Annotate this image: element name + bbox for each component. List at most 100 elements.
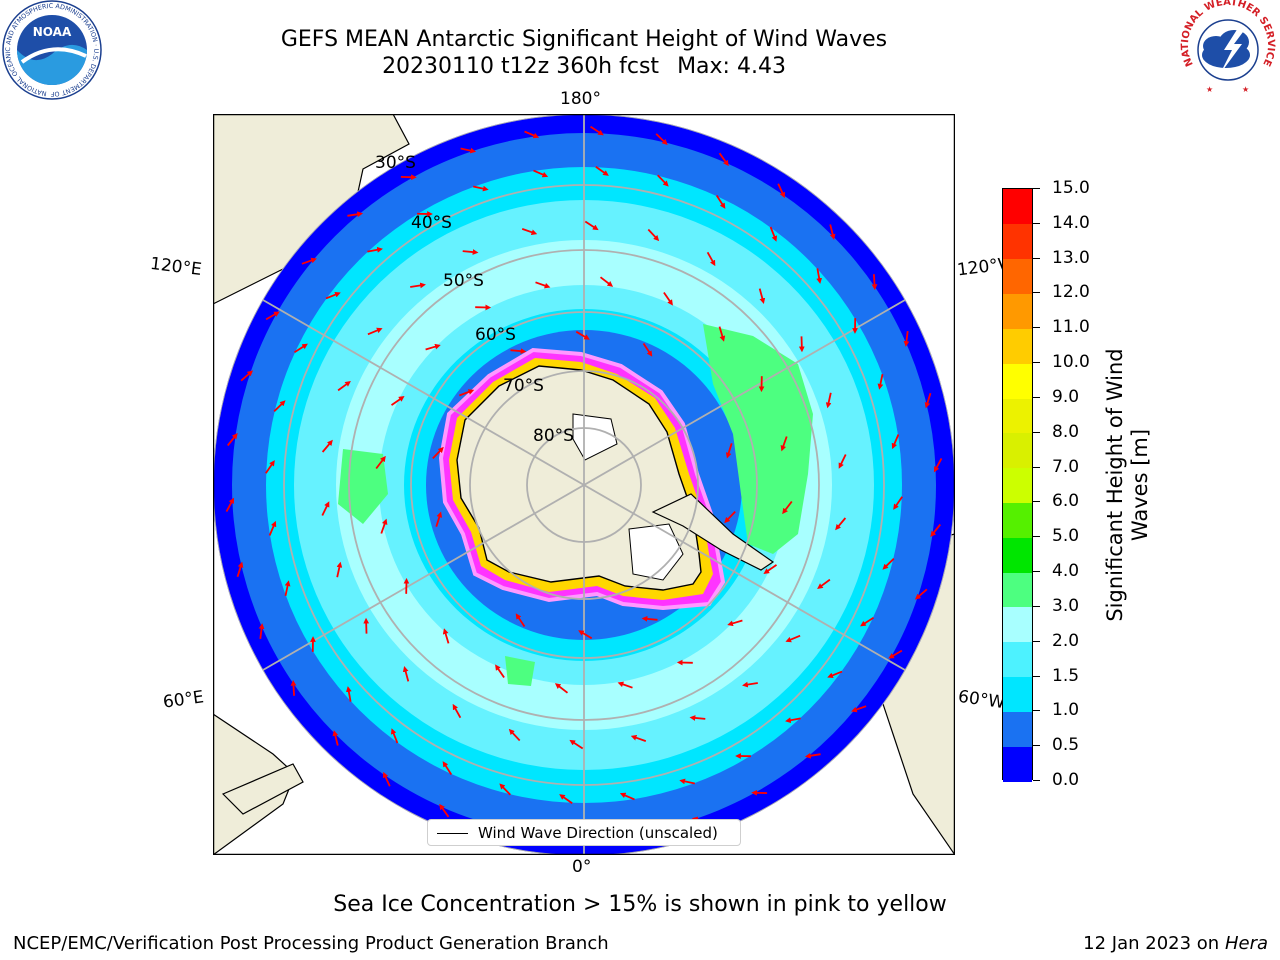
wave-direction-arrow — [462, 249, 479, 255]
wave-direction-arrow — [367, 327, 383, 336]
wave-direction-arrow — [715, 195, 726, 209]
wave-direction-arrow — [535, 281, 551, 289]
colorbar-tick-label: 3.0 — [1052, 595, 1080, 616]
colorbar-tick — [1033, 292, 1040, 294]
legend-line-swatch — [437, 833, 468, 834]
colorbar-segment — [1003, 606, 1032, 643]
wave-direction-arrow — [452, 703, 462, 719]
run-info: 20230110 t12z 360h fcst — [382, 54, 660, 79]
wave-direction-arrow — [888, 649, 903, 659]
colorbar-tick — [1033, 501, 1040, 503]
colorbar-tick-label: 7.0 — [1052, 456, 1080, 477]
wave-direction-arrow — [689, 715, 706, 721]
colorbar-tick — [1033, 188, 1040, 189]
colorbar-tick — [1033, 431, 1040, 433]
colorbar — [1002, 188, 1033, 782]
wave-direction-arrow — [763, 564, 778, 574]
wave-direction-arrow — [240, 370, 254, 382]
wave-direction-arrow — [284, 580, 291, 596]
colorbar-title-line2: Waves [m] — [1128, 428, 1152, 542]
green-patch-south — [505, 656, 535, 686]
wave-direction-arrow — [780, 436, 788, 452]
colorbar-tick — [1033, 605, 1040, 607]
lon-label-60e: 60°E — [161, 687, 206, 713]
colorbar-tick — [1033, 710, 1040, 712]
nws-logo: NATIONAL WEATHER SERVICE ★ ★ — [1180, 0, 1276, 98]
colorbar-tick-label: 0.5 — [1052, 735, 1080, 756]
colorbar-tick — [1033, 675, 1040, 677]
wave-direction-arrow — [402, 666, 410, 682]
wave-direction-arrow — [301, 257, 317, 265]
wave-direction-arrow — [439, 803, 450, 818]
antarctica — [438, 347, 775, 611]
colorbar-segment — [1003, 397, 1032, 434]
colorbar-segment — [1003, 641, 1032, 678]
wave-direction-arrow — [725, 443, 733, 459]
wave-direction-arrow — [817, 578, 831, 590]
wave-direction-arrow — [924, 392, 932, 409]
wave-direction-arrow — [258, 623, 265, 640]
colorbar-tick — [1033, 745, 1040, 747]
wave-direction-arrow — [569, 739, 584, 750]
colorbar-segment — [1003, 572, 1032, 608]
wave-direction-arrow — [877, 374, 884, 390]
credit-machine: Hera — [1224, 933, 1268, 954]
wave-direction-arrow — [933, 457, 943, 473]
lat-label-40s: 40°S — [411, 213, 452, 233]
colorbar-tick-label: 15.0 — [1052, 178, 1090, 198]
wave-direction-arrow — [599, 276, 614, 287]
max-value: Max: 4.43 — [677, 54, 786, 79]
wave-direction-arrow — [268, 520, 277, 536]
green-patch-east — [703, 324, 813, 554]
wave-direction-arrow — [325, 291, 341, 300]
wave-direction-arrow — [273, 400, 286, 412]
wave-direction-arrow — [914, 588, 928, 600]
wave-direction-arrow — [742, 681, 758, 688]
wave-direction-arrow — [410, 282, 426, 289]
lat-label-50s: 50°S — [443, 271, 484, 291]
colorbar-tick-label: 9.0 — [1052, 386, 1080, 407]
colorbar-tick-label: 14.0 — [1052, 212, 1090, 233]
lon-label-180: 180° — [560, 89, 601, 109]
colorbar-tick-label: 11.0 — [1052, 317, 1090, 338]
madagascar-land — [221, 763, 304, 815]
colorbar-segment — [1003, 537, 1032, 573]
credit-date: 12 Jan 2023 on — [1083, 933, 1220, 954]
wave-direction-arrow — [882, 558, 895, 570]
wave-direction-arrow — [321, 439, 333, 453]
map-legend: Wind Wave Direction (unscaled) — [427, 819, 741, 846]
wave-direction-arrow — [641, 615, 658, 622]
colorbar-segment — [1003, 432, 1032, 469]
wave-direction-arrow — [290, 679, 297, 696]
wave-direction-arrow — [578, 630, 593, 640]
graticule — [213, 114, 955, 855]
colorbar-segment — [1003, 363, 1032, 399]
chart-subtitle: 20230110 t12z 360h fcst Max: 4.43 — [0, 54, 1168, 80]
wave-direction-arrow — [706, 251, 716, 267]
colorbar-tick-label: 1.0 — [1052, 700, 1080, 721]
colorbar-title-line1: Significant Height of Wind — [1103, 348, 1127, 622]
wave-direction-arrow — [225, 497, 235, 513]
colorbar-tick — [1033, 222, 1040, 224]
lat-label-60s: 60°S — [475, 325, 516, 345]
wave-direction-arrow — [903, 330, 910, 347]
colorbar-segment — [1003, 328, 1032, 364]
colorbar-tick — [1033, 536, 1040, 538]
wave-direction-arrow — [619, 792, 635, 801]
colorbar-tick-label: 2.0 — [1052, 630, 1080, 651]
wave-direction-arrow — [718, 326, 726, 342]
wave-direction-arrow — [265, 460, 275, 474]
producer-credit: NCEP/EMC/Verification Post Processing Pr… — [13, 933, 609, 954]
wave-direction-arrow — [499, 783, 511, 796]
wave-direction-arrow — [838, 454, 847, 469]
wave-direction-arrow — [524, 130, 540, 139]
wave-direction-arrow — [930, 523, 942, 537]
colorbar-tick — [1033, 466, 1040, 468]
wave-direction-arrow — [758, 288, 766, 304]
wave-direction-arrow — [554, 683, 569, 694]
wind-wave-arrows — [225, 125, 943, 845]
sea-ice-footnote: Sea Ice Concentration > 15% is shown in … — [333, 892, 947, 917]
wave-direction-arrow — [473, 185, 489, 192]
wave-direction-arrow — [777, 183, 786, 199]
wave-direction-arrow — [442, 628, 450, 644]
